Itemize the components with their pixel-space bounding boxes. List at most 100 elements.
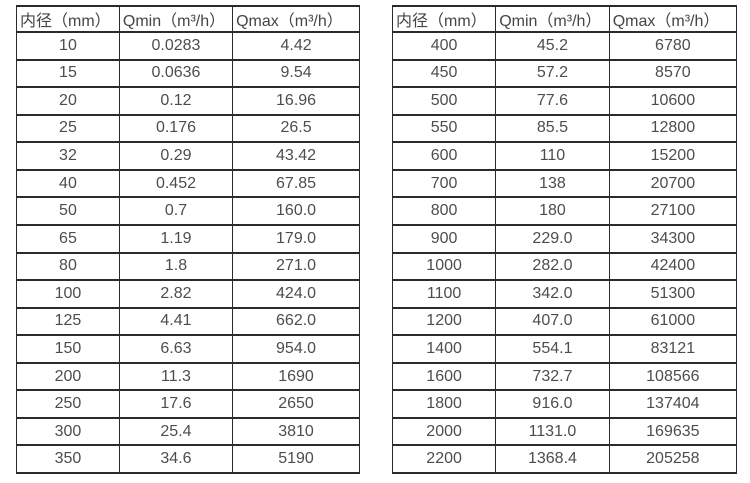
table-cell: 20 bbox=[16, 86, 120, 116]
table-cell: 1000 bbox=[391, 251, 497, 282]
table-cell: 0.176 bbox=[118, 113, 234, 144]
table-cell: 0.29 bbox=[118, 141, 234, 171]
table-cell: 954.0 bbox=[232, 334, 360, 364]
table-cell: 1.19 bbox=[118, 223, 234, 254]
table-cell: 40 bbox=[16, 168, 120, 199]
table-cell: 42400 bbox=[608, 251, 738, 282]
table-cell: 662.0 bbox=[232, 306, 360, 337]
table-cell: 1.8 bbox=[118, 251, 234, 282]
table-cell: 10 bbox=[16, 31, 120, 61]
table-row: 250 17.6 2650 bbox=[16, 389, 360, 419]
table-cell: 85.5 bbox=[495, 113, 610, 144]
table-cell: 15 bbox=[16, 58, 120, 89]
table-row: 1000 282.0 42400 bbox=[391, 251, 738, 282]
table-cell: 229.0 bbox=[495, 223, 610, 254]
table-cell: 180 bbox=[495, 196, 610, 226]
table-row: 100 2.82 424.0 bbox=[16, 279, 360, 309]
table-cell: 0.0636 bbox=[118, 58, 234, 89]
table-row: 50 0.7 160.0 bbox=[16, 196, 360, 226]
table-cell: 25 bbox=[16, 113, 120, 144]
table-cell: 1600 bbox=[391, 361, 497, 392]
table-cell: 61000 bbox=[608, 306, 738, 337]
table-cell: 9.54 bbox=[232, 58, 360, 89]
table-row: 300 25.4 3810 bbox=[16, 416, 360, 447]
table-row: 500 77.6 10600 bbox=[391, 86, 738, 116]
table-row: 150 6.63 954.0 bbox=[16, 334, 360, 364]
table-row: 550 85.5 12800 bbox=[391, 113, 738, 144]
table-row: 125 4.41 662.0 bbox=[16, 306, 360, 337]
header-row: 内径（mm） Qmin（m³/h） Qmax（m³/h） bbox=[16, 5, 360, 33]
table-cell: 137404 bbox=[608, 389, 738, 419]
table-cell: 400 bbox=[391, 31, 497, 61]
col-header-inner-diameter: 内径（mm） bbox=[16, 5, 120, 33]
table-cell: 700 bbox=[391, 168, 497, 199]
table-cell: 100 bbox=[16, 279, 120, 309]
table-row: 20 0.12 16.96 bbox=[16, 86, 360, 116]
table-cell: 8570 bbox=[608, 58, 738, 89]
flow-spec-table-large-diameters: 内径（mm） Qmin（m³/h） Qmax（m³/h） 400 45.2 6780… bbox=[391, 5, 738, 474]
table-cell: 108566 bbox=[608, 361, 738, 392]
table-row: 1100 342.0 51300 bbox=[391, 279, 738, 309]
table-cell: 67.85 bbox=[232, 168, 360, 199]
table-row: 600 110 15200 bbox=[391, 141, 738, 171]
table-cell: 1131.0 bbox=[495, 416, 610, 447]
table-row: 450 57.2 8570 bbox=[391, 58, 738, 89]
table-cell: 27100 bbox=[608, 196, 738, 226]
table-cell: 83121 bbox=[608, 334, 738, 364]
table-row: 700 138 20700 bbox=[391, 168, 738, 199]
col-header-qmin: Qmin（m³/h） bbox=[118, 5, 234, 33]
col-header-inner-diameter: 内径（mm） bbox=[391, 5, 497, 33]
table-row: 15 0.0636 9.54 bbox=[16, 58, 360, 89]
table-cell: 43.42 bbox=[232, 141, 360, 171]
table-cell: 51300 bbox=[608, 279, 738, 309]
table-row: 10 0.0283 4.42 bbox=[16, 31, 360, 61]
table-row: 1200 407.0 61000 bbox=[391, 306, 738, 337]
table-cell: 250 bbox=[16, 389, 120, 419]
table-cell: 0.0283 bbox=[118, 31, 234, 61]
table-cell: 550 bbox=[391, 113, 497, 144]
table-cell: 4.42 bbox=[232, 31, 360, 61]
table-cell: 1690 bbox=[232, 361, 360, 392]
table-cell: 1368.4 bbox=[495, 444, 610, 474]
table-cell: 732.7 bbox=[495, 361, 610, 392]
table-cell: 500 bbox=[391, 86, 497, 116]
table-cell: 34300 bbox=[608, 223, 738, 254]
table-cell: 17.6 bbox=[118, 389, 234, 419]
table-row: 40 0.452 67.85 bbox=[16, 168, 360, 199]
table-row: 25 0.176 26.5 bbox=[16, 113, 360, 144]
table-cell: 424.0 bbox=[232, 279, 360, 309]
table-cell: 169635 bbox=[608, 416, 738, 447]
col-header-qmin: Qmin（m³/h） bbox=[495, 5, 610, 33]
table-cell: 32 bbox=[16, 141, 120, 171]
table-cell: 271.0 bbox=[232, 251, 360, 282]
table-cell: 160.0 bbox=[232, 196, 360, 226]
table-cell: 200 bbox=[16, 361, 120, 392]
table-cell: 4.41 bbox=[118, 306, 234, 337]
table-row: 1600 732.7 108566 bbox=[391, 361, 738, 392]
table-cell: 11.3 bbox=[118, 361, 234, 392]
table-cell: 800 bbox=[391, 196, 497, 226]
table-cell: 5190 bbox=[232, 444, 360, 474]
table-cell: 3810 bbox=[232, 416, 360, 447]
table-cell: 2.82 bbox=[118, 279, 234, 309]
table-cell: 179.0 bbox=[232, 223, 360, 254]
table-cell: 1100 bbox=[391, 279, 497, 309]
table-cell: 2650 bbox=[232, 389, 360, 419]
table-cell: 6780 bbox=[608, 31, 738, 61]
table-cell: 916.0 bbox=[495, 389, 610, 419]
table-cell: 600 bbox=[391, 141, 497, 171]
table-row: 350 34.6 5190 bbox=[16, 444, 360, 474]
table-row: 1400 554.1 83121 bbox=[391, 334, 738, 364]
table-cell: 26.5 bbox=[232, 113, 360, 144]
table-cell: 0.7 bbox=[118, 196, 234, 226]
table-cell: 125 bbox=[16, 306, 120, 337]
table-row: 1800 916.0 137404 bbox=[391, 389, 738, 419]
table-row: 400 45.2 6780 bbox=[391, 31, 738, 61]
table-row: 2200 1368.4 205258 bbox=[391, 444, 738, 474]
table-cell: 80 bbox=[16, 251, 120, 282]
table-cell: 1800 bbox=[391, 389, 497, 419]
table-cell: 300 bbox=[16, 416, 120, 447]
table-cell: 6.63 bbox=[118, 334, 234, 364]
table-cell: 65 bbox=[16, 223, 120, 254]
